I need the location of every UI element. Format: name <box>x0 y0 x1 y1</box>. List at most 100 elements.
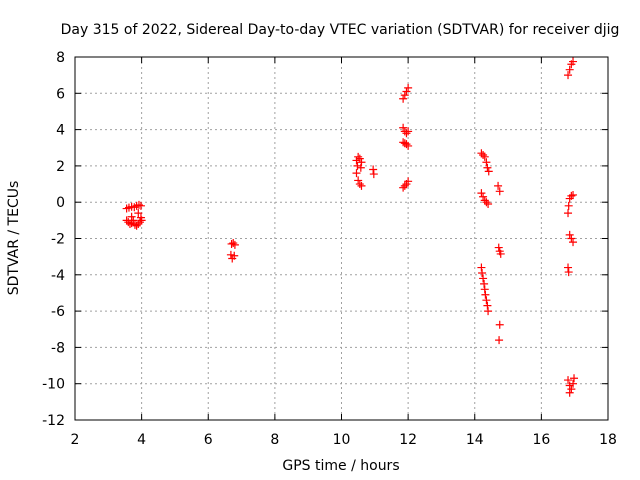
data-point <box>479 192 488 201</box>
data-point <box>477 189 486 198</box>
data-point <box>481 290 490 299</box>
tick-layer <box>74 56 609 421</box>
data-point <box>404 141 413 150</box>
data-point <box>483 301 492 310</box>
y-tick-label: 0 <box>56 195 65 211</box>
y-tick-label: -2 <box>51 232 65 248</box>
data-point <box>564 201 573 210</box>
data-point <box>564 209 573 218</box>
data-point <box>495 187 504 196</box>
x-tick-label: 18 <box>599 432 617 448</box>
data-point <box>495 336 504 345</box>
x-tick-label: 12 <box>399 432 417 448</box>
data-point <box>480 152 489 161</box>
data-point <box>352 169 361 178</box>
data-point <box>352 156 361 165</box>
data-point <box>494 181 503 190</box>
data-point <box>402 129 411 138</box>
data-point <box>226 250 235 259</box>
data-point <box>494 243 503 252</box>
data-point <box>134 200 143 209</box>
data-point <box>130 220 139 229</box>
data-point <box>495 320 504 329</box>
data-point <box>567 385 576 394</box>
data-point <box>480 285 489 294</box>
data-point <box>132 221 141 230</box>
data-point <box>357 158 366 167</box>
data-point <box>477 149 486 158</box>
y-tick-label: -8 <box>51 340 65 356</box>
data-point <box>229 239 238 248</box>
data-point <box>569 57 578 66</box>
data-point <box>484 200 493 209</box>
data-point <box>477 263 486 272</box>
data-point <box>482 158 491 167</box>
data-point <box>480 279 489 288</box>
data-point <box>230 251 239 260</box>
data-point <box>399 183 408 192</box>
data-point <box>124 218 133 227</box>
data-point <box>482 198 491 207</box>
y-tick-label: -12 <box>42 413 65 429</box>
data-point <box>567 234 576 243</box>
y-tick-label: 8 <box>56 50 65 66</box>
data-point <box>483 163 492 172</box>
grid-layer <box>75 57 608 420</box>
data-point <box>353 161 362 170</box>
data-point <box>400 91 409 100</box>
data-point <box>569 190 578 199</box>
data-point <box>400 181 409 190</box>
data-point <box>564 268 573 277</box>
y-tick-label: -10 <box>42 377 65 393</box>
data-point <box>356 163 365 172</box>
data-point <box>479 274 488 283</box>
data-point <box>482 296 491 305</box>
chart-title: Day 315 of 2022, Sidereal Day-to-day VTE… <box>61 22 620 38</box>
data-point <box>369 170 378 179</box>
data-point <box>404 127 413 136</box>
data-point <box>136 201 145 210</box>
data-point <box>402 140 411 149</box>
data-point <box>567 191 576 200</box>
data-point <box>569 238 578 247</box>
data-point <box>135 218 144 227</box>
data-point <box>369 165 378 174</box>
data-point <box>136 213 145 222</box>
x-axis-label: GPS time / hours <box>282 458 399 474</box>
data-point <box>565 388 574 397</box>
x-tick-label: 16 <box>532 432 550 448</box>
data-point <box>354 176 363 185</box>
x-tick-label: 4 <box>137 432 146 448</box>
data-point <box>134 209 143 218</box>
data-point <box>125 219 134 228</box>
data-point <box>565 381 574 390</box>
data-point <box>564 71 573 80</box>
data-point <box>129 216 138 225</box>
data-point <box>355 180 364 189</box>
data-point <box>496 249 505 258</box>
data-point <box>484 307 493 316</box>
x-tick-label: 8 <box>270 432 279 448</box>
data-point <box>565 65 574 74</box>
data-point <box>565 230 574 239</box>
data-point <box>404 177 413 186</box>
data-point <box>134 219 143 228</box>
data-point <box>357 181 366 190</box>
y-tick-label: 6 <box>56 86 65 102</box>
y-tick-label: -6 <box>51 304 65 320</box>
data-point <box>399 138 408 147</box>
data-point <box>399 94 408 103</box>
data-point <box>230 240 239 249</box>
data-point <box>564 263 573 272</box>
data-point <box>480 196 489 205</box>
data-point <box>127 212 136 221</box>
data-point <box>355 154 364 163</box>
x-tick-label: 14 <box>466 432 484 448</box>
data-point <box>402 87 411 96</box>
y-tick-label: 4 <box>56 123 65 139</box>
x-tick-label: 6 <box>204 432 213 448</box>
data-point <box>404 83 413 92</box>
y-tick-label: -4 <box>51 268 65 284</box>
data-points <box>122 57 579 397</box>
